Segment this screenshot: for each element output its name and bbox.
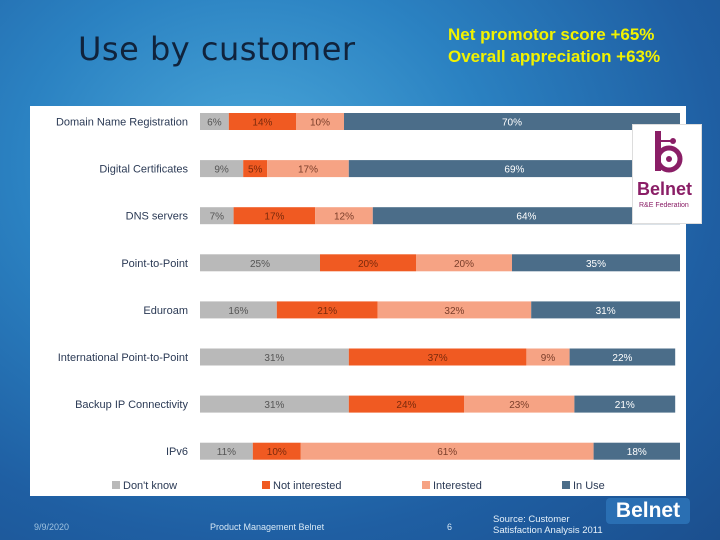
data-label: 20% — [454, 259, 474, 270]
bar-segment — [464, 395, 575, 413]
bar-segment — [267, 160, 349, 178]
data-label: 7% — [210, 212, 225, 223]
bar-segment — [512, 254, 680, 272]
legend-swatch — [422, 481, 430, 489]
data-label: 18% — [627, 447, 647, 458]
bar-segment — [372, 207, 680, 225]
bar-segment — [200, 207, 234, 225]
slide-title: Use by customer — [78, 30, 356, 68]
nps-line-1: Net promotor score +65% — [448, 25, 655, 44]
bar-segment — [243, 160, 268, 178]
legend-label: In Use — [573, 480, 605, 492]
data-label: 23% — [509, 400, 529, 411]
bar-segment — [233, 207, 316, 225]
data-label: 31% — [264, 400, 284, 411]
data-label: 31% — [596, 306, 616, 317]
legend-swatch — [562, 481, 570, 489]
footer-belnet-logo: Belnet — [606, 498, 690, 524]
bar-segment — [200, 348, 349, 366]
data-label: 24% — [396, 400, 416, 411]
category-label: International Point-to-Point — [58, 352, 188, 364]
bar-segment — [531, 301, 680, 319]
category-label: DNS servers — [126, 211, 189, 223]
bar-segment — [526, 348, 570, 366]
data-label: 6% — [207, 118, 222, 129]
bar-segment — [574, 395, 676, 413]
data-label: 20% — [358, 259, 378, 270]
category-label: Digital Certificates — [99, 164, 188, 176]
legend-swatch — [262, 481, 270, 489]
data-label: 11% — [217, 447, 236, 458]
source-note: Source: Customer Satisfaction Analysis 2… — [493, 514, 603, 536]
bar-segment — [320, 254, 416, 272]
data-label: 21% — [317, 306, 337, 317]
footer-center-text: Product Management Belnet — [210, 522, 325, 532]
belnet-logo-subtext: R&E Federation — [639, 202, 689, 209]
bar-segment — [200, 442, 253, 460]
bar-segment — [377, 301, 532, 319]
bar-segment — [315, 207, 373, 225]
data-label: 25% — [250, 259, 270, 270]
data-label: 17% — [298, 165, 318, 176]
legend-swatch — [112, 481, 120, 489]
bar-segment — [348, 348, 527, 366]
legend-label: Don't know — [123, 480, 177, 492]
bar-segment — [348, 395, 464, 413]
data-label: 5% — [248, 165, 263, 176]
legend-label: Interested — [433, 480, 482, 492]
page-number: 6 — [447, 522, 453, 532]
data-label: 70% — [502, 118, 522, 129]
footer-date: 9/9/2020 — [34, 522, 70, 532]
nps-summary: Net promotor score +65% Overall apprecia… — [448, 24, 660, 68]
bar-segment — [348, 160, 680, 178]
bar-segment — [200, 395, 349, 413]
legend-label: Not interested — [273, 480, 341, 492]
data-label: 9% — [541, 353, 556, 364]
belnet-b-icon — [655, 131, 683, 173]
data-label: 37% — [428, 353, 448, 364]
data-label: 31% — [264, 353, 284, 364]
data-label: 69% — [504, 165, 524, 176]
data-label: 22% — [612, 353, 632, 364]
bar-segment — [252, 442, 301, 460]
category-label: Domain Name Registration — [56, 117, 188, 129]
data-label: 10% — [310, 118, 330, 129]
data-label: 64% — [516, 212, 536, 223]
data-label: 12% — [334, 212, 354, 223]
data-label: 16% — [228, 306, 248, 317]
bar-segment — [344, 113, 680, 130]
data-label: 61% — [437, 447, 457, 458]
bar-segment — [296, 113, 344, 130]
data-label: 10% — [267, 447, 287, 458]
bar-segment — [200, 301, 277, 319]
bar-segment — [569, 348, 676, 366]
belnet-logo: Belnet R&E Federation — [632, 124, 702, 224]
category-label: Point-to-Point — [121, 258, 188, 270]
category-label: Eduroam — [143, 305, 188, 317]
nps-line-2: Overall appreciation +63% — [448, 47, 661, 66]
bar-segment — [593, 442, 680, 460]
data-label: 9% — [214, 165, 229, 176]
data-label: 21% — [615, 400, 635, 411]
category-label: IPv6 — [166, 446, 188, 458]
data-label: 17% — [264, 212, 284, 223]
bar-segment — [200, 113, 229, 130]
belnet-logo-text: Belnet — [637, 179, 693, 199]
bar-segment — [276, 301, 378, 319]
bar-segment — [416, 254, 512, 272]
bar-segment — [200, 254, 320, 272]
data-label: 35% — [586, 259, 606, 270]
category-label: Backup IP Connectivity — [75, 399, 188, 411]
bar-segment — [200, 160, 244, 178]
bar-segment — [300, 442, 594, 460]
bar-segment — [228, 113, 296, 130]
data-label: 14% — [252, 118, 272, 129]
data-label: 32% — [444, 306, 464, 317]
